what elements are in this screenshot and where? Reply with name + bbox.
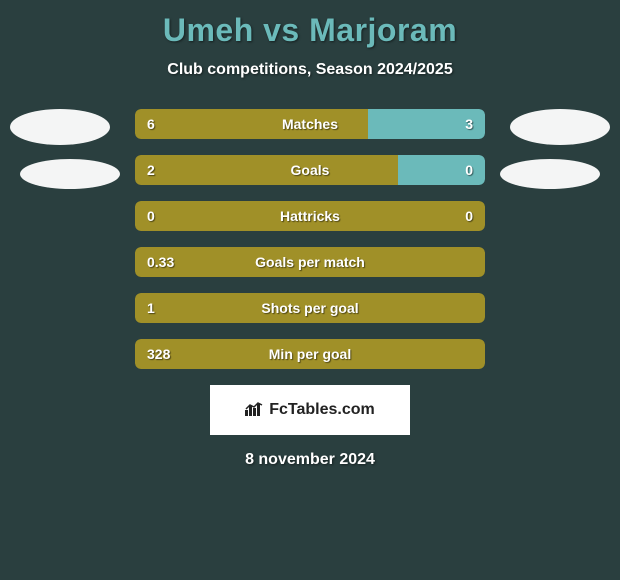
player1-avatar-placeholder: [10, 109, 110, 145]
fctables-logo[interactable]: FcTables.com: [210, 385, 410, 435]
stat-value-left: 6: [147, 116, 155, 132]
stat-row: 6 Matches 3: [135, 109, 485, 139]
logo-content: FcTables.com: [245, 400, 375, 421]
stat-row: 0 Hattricks 0: [135, 201, 485, 231]
stat-label: Matches: [282, 116, 338, 132]
stat-label: Goals per match: [255, 254, 365, 270]
stat-value-left: 328: [147, 346, 170, 362]
stat-value-left: 2: [147, 162, 155, 178]
stat-bars: 6 Matches 3 2 Goals 0 0 Hattricks 0 0.33 Goals per…: [135, 109, 485, 369]
stat-value-left: 0.33: [147, 254, 174, 270]
stat-label: Hattricks: [280, 208, 340, 224]
stats-area: 6 Matches 3 2 Goals 0 0 Hattricks 0 0.33 Goals per…: [0, 109, 620, 369]
stat-value-right: 0: [465, 162, 473, 178]
stat-label: Shots per goal: [261, 300, 358, 316]
chart-icon: [245, 400, 265, 421]
player2-avatar-placeholder-b: [500, 159, 600, 189]
page-subtitle: Club competitions, Season 2024/2025: [0, 61, 620, 79]
stat-row: 0.33 Goals per match: [135, 247, 485, 277]
stat-row: 328 Min per goal: [135, 339, 485, 369]
stat-row: 2 Goals 0: [135, 155, 485, 185]
stat-value-left: 0: [147, 208, 155, 224]
stat-label: Goals: [291, 162, 330, 178]
page-title: Umeh vs Marjoram: [0, 12, 620, 49]
stat-label: Min per goal: [269, 346, 351, 362]
player2-avatar-placeholder: [510, 109, 610, 145]
stat-value-right: 0: [465, 208, 473, 224]
player1-avatar-placeholder-b: [20, 159, 120, 189]
footer-date: 8 november 2024: [0, 451, 620, 469]
logo-text: FcTables.com: [269, 401, 375, 419]
stat-value-right: 3: [465, 116, 473, 132]
comparison-card: Umeh vs Marjoram Club competitions, Seas…: [0, 0, 620, 479]
bar-fill-left: [135, 155, 398, 185]
stat-row: 1 Shots per goal: [135, 293, 485, 323]
stat-value-left: 1: [147, 300, 155, 316]
